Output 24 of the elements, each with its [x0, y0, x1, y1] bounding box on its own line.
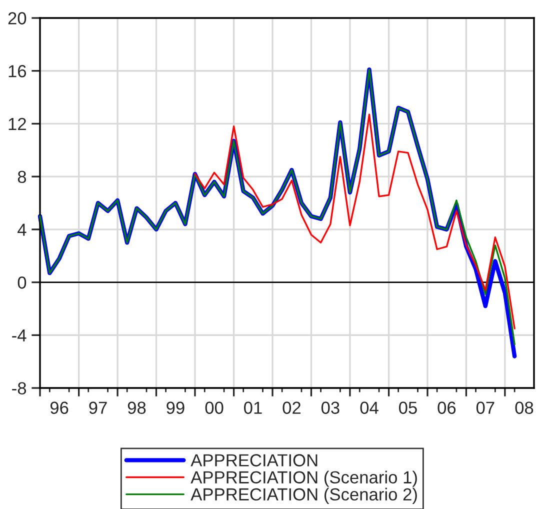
y-tick-label: 4 — [18, 224, 26, 236]
y-tick-label: 16 — [8, 65, 26, 78]
x-tick-label: 96 — [50, 402, 68, 414]
y-tick-label: -8 — [12, 382, 26, 394]
x-tick-label: 04 — [360, 402, 378, 414]
x-tick-label: 05 — [399, 402, 417, 414]
x-tick-label: 06 — [438, 402, 456, 414]
x-tick-label: 07 — [476, 402, 494, 414]
y-tick-label: 0 — [18, 276, 26, 289]
x-tick-label: 98 — [128, 402, 146, 414]
legend-label: APPRECIATION — [190, 454, 318, 466]
x-tick-label: 99 — [166, 402, 184, 414]
x-tick-label: 02 — [282, 402, 301, 414]
y-tick-label: 12 — [8, 118, 26, 130]
x-tick-label: 08 — [515, 402, 534, 414]
x-tick-label: 97 — [89, 402, 107, 414]
x-tick-label: 01 — [244, 402, 262, 414]
y-tick-label: -4 — [12, 329, 26, 342]
y-tick-label: 8 — [18, 170, 26, 184]
legend-label: APPRECIATION (Scenario 2) — [190, 488, 417, 504]
x-tick-label: 00 — [205, 402, 224, 414]
legend-label: APPRECIATION (Scenario 1) — [190, 470, 417, 487]
y-tick-label: 20 — [8, 12, 26, 24]
x-tick-label: 03 — [321, 402, 340, 414]
